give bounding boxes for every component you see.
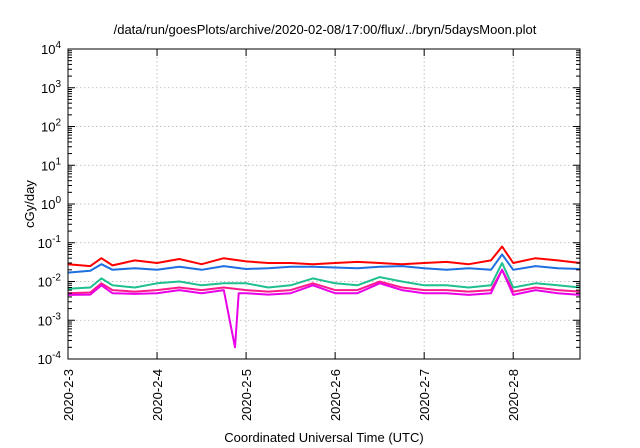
x-axis-ticks: 2020-2-3 2020-2-4 2020-2-5 2020-2-6 2020-2-7… [61,49,521,421]
x-tick-label: 2020-2-7 [417,369,432,421]
x-tick-label: 2020-2-8 [506,369,521,421]
y-tick-label: 10-2 [38,273,62,290]
series-layer [67,245,581,349]
chart-title: /data/run/goesPlots/archive/2020-02-08/1… [114,22,537,37]
y-tick-label: 103 [41,79,61,96]
y-axis-label: cGy/day [22,180,37,228]
y-tick-label: 10-3 [38,311,62,328]
x-tick-label: 2020-2-5 [239,369,254,421]
y-tick-label: 10-1 [38,234,62,251]
x-axis-label: Coordinated Universal Time (UTC) [224,430,423,445]
x-tick-label: 2020-2-3 [61,369,76,421]
y-tick-label: 100 [41,195,61,212]
y-tick-label: 102 [41,118,61,135]
series-line-2 [67,253,581,274]
y-tick-label: 10-4 [38,350,62,367]
x-tick-label: 2020-2-4 [150,369,165,421]
series-line-1 [67,245,581,268]
series-line-5 [67,268,581,349]
y-tick-label: 104 [41,40,61,57]
y-tick-label: 101 [41,156,61,173]
x-tick-label: 2020-2-6 [328,369,343,421]
series-line-3 [67,262,581,290]
y-axis-ticks: 10-4 10-3 10-2 10-1 100 101 102 103 104 [38,40,580,367]
